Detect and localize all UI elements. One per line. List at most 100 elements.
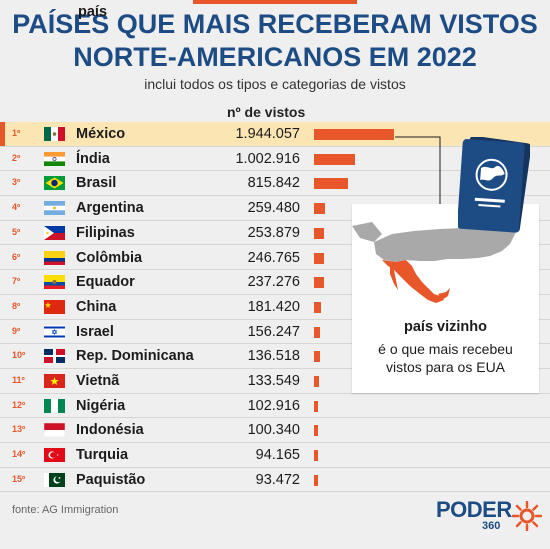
table-row: 14º Turquia 94.165 xyxy=(0,443,550,468)
row-divider xyxy=(0,367,550,369)
country-label: Brasil xyxy=(76,175,117,192)
country-label: Paquistão xyxy=(76,471,146,488)
table-row: 11º Vietnã 133.549 xyxy=(0,369,550,394)
row-divider xyxy=(0,442,550,444)
callout-text-line-2: vistos para os EUA xyxy=(385,359,506,375)
row-divider xyxy=(0,466,550,468)
visa-count-label: 253.879 xyxy=(247,224,300,241)
india-flag-icon xyxy=(44,151,65,166)
row-divider xyxy=(0,491,550,493)
callout-box: país vizinho é o que mais recebeu vistos… xyxy=(352,204,539,393)
rank-label: 8º xyxy=(12,300,21,311)
highlight-stripe xyxy=(0,122,5,147)
mexico-flag-icon xyxy=(44,127,65,141)
country-label: Colômbia xyxy=(76,249,143,266)
table-row: 13º Indonésia 100.340 xyxy=(0,418,550,444)
visa-count-label: 237.276 xyxy=(247,274,300,291)
visa-count-label: 1.002.916 xyxy=(235,150,300,167)
rank-label: 6º xyxy=(12,251,21,262)
rank-label: 1º xyxy=(12,128,21,138)
poder360-logo: PODER 360 xyxy=(436,499,542,532)
visa-count-label: 94.165 xyxy=(255,447,300,464)
visa-count-label: 815.842 xyxy=(247,175,300,192)
country-label: Israel xyxy=(76,323,114,340)
table-row: 4º Argentina 259.480 xyxy=(0,196,550,221)
turkey-flag-icon xyxy=(44,448,65,463)
rank-label: 14º xyxy=(12,449,26,460)
source-note: fonte: AG Immigration xyxy=(12,504,119,516)
country-label: Argentina xyxy=(76,200,144,217)
china-flag-icon xyxy=(44,299,65,314)
row-divider xyxy=(0,170,550,172)
rank-label: 3º xyxy=(12,177,21,188)
row-divider xyxy=(0,219,550,221)
row-divider xyxy=(0,269,550,271)
ecuador-flag-icon xyxy=(44,275,65,290)
chart-title: PAÍSES QUE MAIS RECEBERAM VISTOS NORTE-A… xyxy=(0,8,550,74)
visa-count-label: 136.518 xyxy=(247,348,300,365)
table-row: 12º Nigéria 102.916 xyxy=(0,394,550,419)
indonesia-flag-icon xyxy=(44,423,65,438)
bar xyxy=(314,425,319,437)
nigeria-flag-icon xyxy=(44,398,65,413)
table-row: 3º Brasil 815.842 xyxy=(0,171,550,197)
table-row: 1º México 1.944.057 xyxy=(0,122,550,147)
country-label: Índia xyxy=(76,150,110,167)
table-row: 10º Rep. Dominicana 136.518 xyxy=(0,344,550,369)
bar xyxy=(314,351,320,363)
callout-text-line-1: é o que mais recebeu xyxy=(378,341,513,357)
bar xyxy=(314,178,348,190)
sun-logo-icon xyxy=(512,501,542,531)
table-row: 7º Equador 237.276 xyxy=(0,270,550,295)
philippines-flag-icon xyxy=(44,225,65,240)
visa-count-label: 1.944.057 xyxy=(235,126,300,142)
bar xyxy=(314,203,325,215)
visa-count-label: 133.549 xyxy=(247,373,300,389)
row-divider xyxy=(0,293,550,295)
rank-label: 5º xyxy=(12,226,21,237)
visa-count-label: 102.916 xyxy=(247,397,300,414)
table-row: 2º Índia 1.002.916 xyxy=(0,147,550,172)
table-row: 9º Israel 156.247 xyxy=(0,320,550,345)
table-row: 8º China 181.420 xyxy=(0,295,550,320)
rank-label: 12º xyxy=(12,399,26,410)
table-row: 5º Filipinas 253.879 xyxy=(0,221,550,246)
chart-subtitle: inclui todos os tipos e categorias de vi… xyxy=(144,76,406,92)
top-accent-bar xyxy=(193,0,357,4)
bar xyxy=(314,301,322,313)
country-label: Indonésia xyxy=(76,422,144,439)
dominican-republic-flag-icon xyxy=(44,349,65,364)
rank-label: 15º xyxy=(12,473,26,484)
passport-icon xyxy=(458,137,530,233)
rank-label: 2º xyxy=(12,152,21,163)
column-header-country: país xyxy=(78,4,108,20)
row-divider xyxy=(0,145,550,147)
bar xyxy=(314,227,325,239)
rank-label: 13º xyxy=(12,424,26,435)
country-label: Nigéria xyxy=(76,397,126,414)
argentina-flag-icon xyxy=(44,201,65,216)
rank-label: 10º xyxy=(12,350,26,361)
table-row: 15º Paquistão 93.472 xyxy=(0,468,550,493)
brazil-flag-icon xyxy=(44,176,65,191)
country-label: Filipinas xyxy=(76,224,135,241)
bar xyxy=(314,252,325,264)
rank-label: 7º xyxy=(12,276,21,287)
rank-label: 4º xyxy=(12,202,21,213)
title-line-1: PAÍSES QUE MAIS RECEBERAM VISTOS xyxy=(12,9,538,39)
visa-count-label: 93.472 xyxy=(255,471,300,488)
rank-label: 11º xyxy=(12,375,25,385)
visa-count-label: 259.480 xyxy=(247,200,300,217)
bar xyxy=(314,153,356,165)
bar xyxy=(314,450,318,462)
colombia-flag-icon xyxy=(44,250,65,265)
column-header-visas: nº de vistos xyxy=(227,104,306,120)
row-divider xyxy=(0,195,550,197)
logo-number: 360 xyxy=(482,520,501,532)
country-label: Vietnã xyxy=(76,373,120,389)
country-label: Rep. Dominicana xyxy=(76,348,194,365)
vietnam-flag-icon xyxy=(44,374,65,388)
row-divider xyxy=(0,318,550,320)
country-label: Turquia xyxy=(76,447,129,464)
visa-count-label: 100.340 xyxy=(247,422,300,439)
